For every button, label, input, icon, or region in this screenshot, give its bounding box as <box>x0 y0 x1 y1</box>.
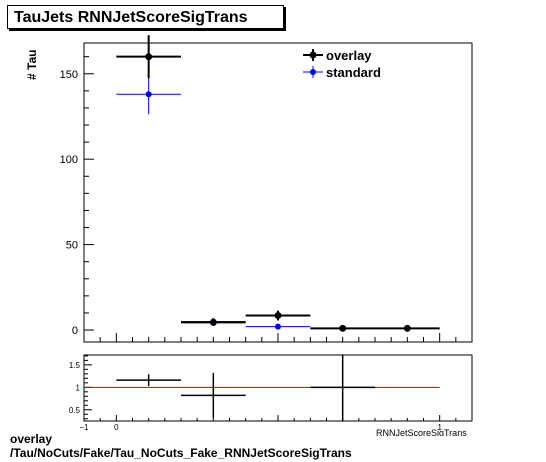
y-tick-label: 100 <box>60 154 78 166</box>
overlay-point <box>339 324 347 332</box>
ratio-frame <box>83 354 473 422</box>
legend-marker <box>309 51 317 59</box>
ratio-y-tick-label: 1 <box>76 383 81 392</box>
main-panel: 0 50 100 150 overlay standard <box>60 35 473 343</box>
main-frame <box>83 42 473 343</box>
standard-point <box>275 323 281 330</box>
legend-label: standard <box>326 65 381 80</box>
ratio-panel: 0.5 1 1.5 0 1 −1 <box>69 354 473 432</box>
x-axis-label: RNNJetScoreSigTrans <box>376 428 467 436</box>
ratio-x-tick-label: 1 <box>437 423 442 432</box>
legend-item-standard: standard <box>303 65 381 80</box>
legend: overlay standard <box>303 48 381 80</box>
legend-marker <box>310 69 316 75</box>
legend-item-overlay: overlay <box>303 48 372 63</box>
x-axis-label-clip: RNNJetScoreSigTrans <box>370 428 474 436</box>
y-tick-label: 0 <box>72 325 78 337</box>
y-tick-label: 50 <box>66 240 78 252</box>
footer-line-1: overlay <box>10 432 53 446</box>
overlay-point <box>403 324 411 332</box>
ratio-y-tick-label: 1.5 <box>69 361 81 370</box>
ratio-series <box>116 355 375 421</box>
legend-label: overlay <box>326 48 372 63</box>
footer-line-2: /Tau/NoCuts/Fake/Tau_NoCuts_Fake_RNNJetS… <box>10 446 352 460</box>
y-axis-label: # Tau <box>25 49 39 80</box>
overlay-point <box>209 318 217 326</box>
ratio-y-tick-label: 0.5 <box>69 406 81 415</box>
ratio-x-edge-label: −1 <box>79 423 89 432</box>
standard-point <box>145 91 152 98</box>
overlay-point <box>145 53 153 61</box>
y-tick-label: 150 <box>60 69 78 81</box>
overlay-point <box>274 312 282 320</box>
ratio-x-tick-label: 0 <box>114 423 119 432</box>
chart-title: TauJets RNNJetScoreSigTrans <box>7 5 284 29</box>
